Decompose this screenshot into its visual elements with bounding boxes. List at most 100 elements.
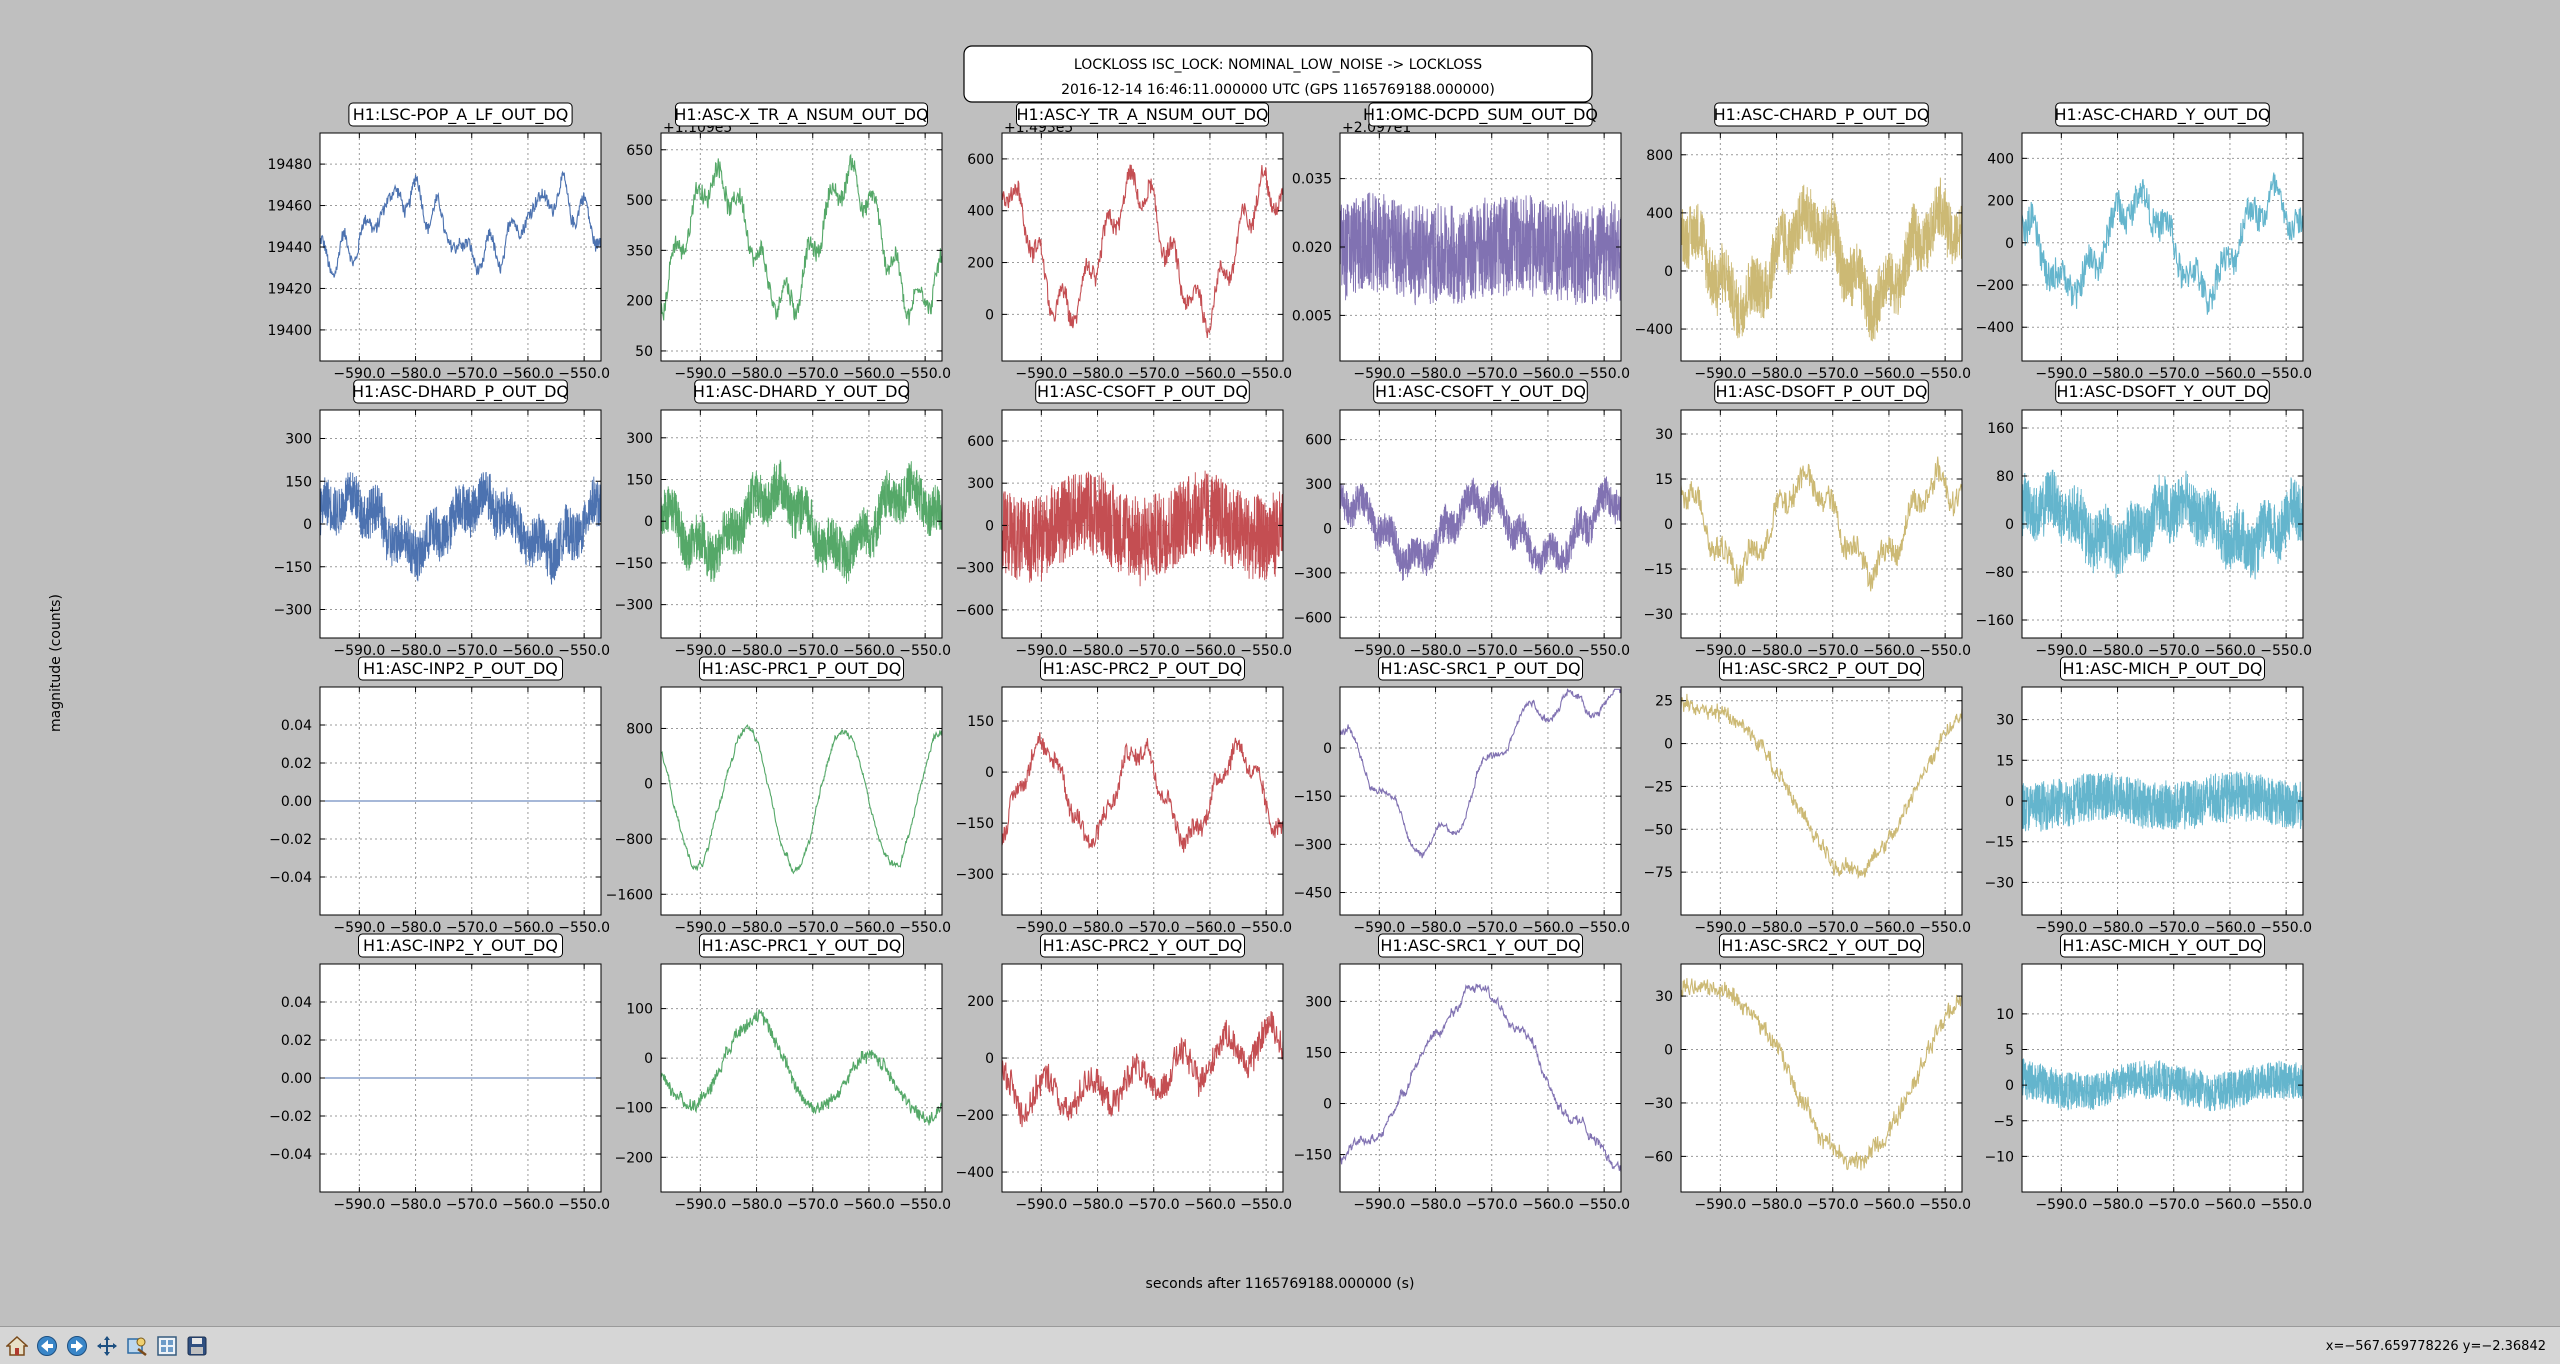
- y-tick-label: −60: [1643, 1149, 1673, 1165]
- subplot-9: −590.0 −580.0 −570.0 −560.0 −550.0 −600 −300 0 3…: [956, 379, 1292, 659]
- y-tick-label: 150: [626, 473, 653, 489]
- figure-canvas[interactable]: LOCKLOSS ISC_LOCK: NOMINAL_LOW_NOISE -> …: [0, 0, 2560, 1326]
- x-tick-label: −580.0: [1410, 1197, 1462, 1213]
- y-tick-label: 0: [1664, 1043, 1673, 1059]
- x-tick-label: −590.0: [1015, 920, 1067, 936]
- y-tick-label: −300: [274, 603, 312, 619]
- y-tick-label: 500: [626, 193, 653, 209]
- subplot-24: −590.0 −580.0 −570.0 −560.0 −550.0 −10 −5 0 5 10 H…: [1984, 933, 2312, 1213]
- y-tick-label: −15: [1984, 835, 2014, 851]
- y-tick-label: 600: [967, 152, 994, 168]
- x-tick-label: −580.0: [1751, 1197, 1803, 1213]
- axes-frame: [1680, 963, 1963, 1193]
- y-tick-label: 0: [1664, 737, 1673, 753]
- subplot-title: H1:ASC-PRC2_Y_OUT_DQ: [1043, 936, 1243, 956]
- series-line: [1001, 164, 1284, 339]
- y-tick-label: 0: [985, 307, 994, 323]
- axes-background: [1340, 964, 1621, 1192]
- x-tick-label: −550.0: [1919, 366, 1971, 382]
- subplot-title: H1:ASC-INP2_P_OUT_DQ: [363, 659, 558, 679]
- y-tick-label: 800: [626, 721, 653, 737]
- axes-frame: [1001, 686, 1284, 916]
- y-tick-label: −5: [1993, 1114, 2014, 1130]
- x-tick-label: −560.0: [1184, 643, 1236, 659]
- subplot-title-box: [675, 102, 928, 127]
- x-tick-label: −560.0: [1863, 920, 1915, 936]
- x-tick-label: −580.0: [1410, 643, 1462, 659]
- zoom-button[interactable]: [124, 1333, 150, 1359]
- subplot-title: H1:ASC-SRC2_P_OUT_DQ: [1721, 659, 1921, 679]
- home-button[interactable]: [4, 1333, 30, 1359]
- x-tick-label: −590.0: [1694, 643, 1746, 659]
- configure-subplots-button[interactable]: [154, 1333, 180, 1359]
- x-tick-label: −590.0: [1353, 920, 1405, 936]
- series-line: [2021, 172, 2304, 315]
- x-tick-label: −570.0: [1466, 643, 1518, 659]
- axes-frame: [2021, 963, 2304, 1193]
- y-tick-label: 0.04: [281, 995, 312, 1011]
- y-tick-label: −150: [615, 556, 653, 572]
- x-tick-label: −580.0: [2092, 1197, 2144, 1213]
- series-line: [2021, 469, 2304, 580]
- axes-frame: [660, 963, 943, 1193]
- x-tick-label: −550.0: [2260, 366, 2312, 382]
- subplot-title-box: [1719, 656, 1924, 681]
- x-tick-label: −590.0: [333, 1197, 385, 1213]
- subplot-title-box: [1378, 933, 1583, 958]
- y-tick-label: −300: [1294, 566, 1332, 582]
- y-tick-label: 0.005: [1292, 308, 1332, 324]
- save-button[interactable]: [184, 1333, 210, 1359]
- subplot-6: −590.0 −580.0 −570.0 −560.0 −550.0 −400 −200 0 2…: [1976, 102, 2312, 382]
- y-tick-label: 30: [1655, 427, 1673, 443]
- x-tick-label: −570.0: [1807, 1197, 1859, 1213]
- y-tick-label: 0: [985, 765, 994, 781]
- y-tick-label: 30: [1996, 713, 2014, 729]
- axes-frame: [2021, 132, 2304, 362]
- x-tick-label: −560.0: [1522, 643, 1574, 659]
- y-tick-label: 0: [644, 777, 653, 793]
- x-tick-label: −560.0: [1863, 643, 1915, 659]
- y-tick-label: −400: [1635, 322, 1673, 338]
- axes-frame: [660, 686, 943, 916]
- x-tick-label: −560.0: [2204, 366, 2256, 382]
- series-line: [1680, 177, 1963, 342]
- back-button[interactable]: [34, 1333, 60, 1359]
- x-tick-label: −590.0: [1694, 1197, 1746, 1213]
- x-tick-label: −570.0: [2148, 1197, 2200, 1213]
- suptitle-box: [963, 45, 1593, 103]
- x-tick-label: −580.0: [2092, 643, 2144, 659]
- y-tick-label: 50: [635, 344, 653, 360]
- subplot-14: −590.0 −580.0 −570.0 −560.0 −550.0 −1600 −800 0…: [606, 656, 951, 936]
- y-tick-label: 0: [985, 1051, 994, 1067]
- subplot-23: −590.0 −580.0 −570.0 −560.0 −550.0 −60 −30 0 30 H…: [1643, 933, 1971, 1213]
- subplots-icon: [157, 1336, 177, 1356]
- pan-button[interactable]: [94, 1333, 120, 1359]
- y-tick-label: 19420: [267, 281, 312, 297]
- x-tick-label: −590.0: [2035, 643, 2087, 659]
- subplot-12: −590.0 −580.0 −570.0 −560.0 −550.0 −160 −80 0 80…: [1976, 379, 2312, 659]
- x-tick-label: −570.0: [1807, 366, 1859, 382]
- y-tick-label: −75: [1643, 865, 1673, 881]
- axes-background: [1340, 687, 1621, 915]
- forward-button[interactable]: [64, 1333, 90, 1359]
- subplot-1: −590.0 −580.0 −570.0 −560.0 −550.0 19400 19420…: [267, 102, 610, 382]
- subplot-title-box: [348, 102, 573, 127]
- y-tick-label: −600: [956, 603, 994, 619]
- subplot-21: −590.0 −580.0 −570.0 −560.0 −550.0 −400 −200 0 2…: [956, 933, 1292, 1213]
- x-tick-label: −580.0: [731, 920, 783, 936]
- axes-background: [1681, 964, 1962, 1192]
- y-tick-label: 160: [1987, 421, 2014, 437]
- x-tick-label: −570.0: [1128, 920, 1180, 936]
- y-tick-label: 0.00: [281, 1071, 312, 1087]
- suptitle-line1: LOCKLOSS ISC_LOCK: NOMINAL_LOW_NOISE -> …: [1074, 57, 1482, 73]
- y-tick-label: 650: [626, 143, 653, 159]
- y-tick-label: 200: [967, 994, 994, 1010]
- y-tick-label: −50: [1643, 822, 1673, 838]
- x-tick-label: −570.0: [1128, 643, 1180, 659]
- x-tick-label: −550.0: [558, 920, 610, 936]
- x-tick-label: −550.0: [1919, 920, 1971, 936]
- x-tick-label: −580.0: [731, 1197, 783, 1213]
- subplot-title: H1:ASC-DSOFT_Y_OUT_DQ: [2056, 382, 2268, 402]
- y-tick-label: −400: [1976, 320, 2014, 336]
- y-tick-label: 300: [626, 431, 653, 447]
